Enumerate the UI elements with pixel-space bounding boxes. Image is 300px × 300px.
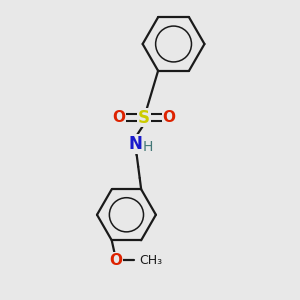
- Text: O: O: [110, 253, 123, 268]
- Text: CH₃: CH₃: [140, 254, 163, 267]
- Text: N: N: [128, 135, 142, 153]
- Text: H: H: [142, 140, 153, 154]
- Text: O: O: [163, 110, 176, 125]
- Text: O: O: [112, 110, 126, 125]
- Text: S: S: [138, 109, 150, 127]
